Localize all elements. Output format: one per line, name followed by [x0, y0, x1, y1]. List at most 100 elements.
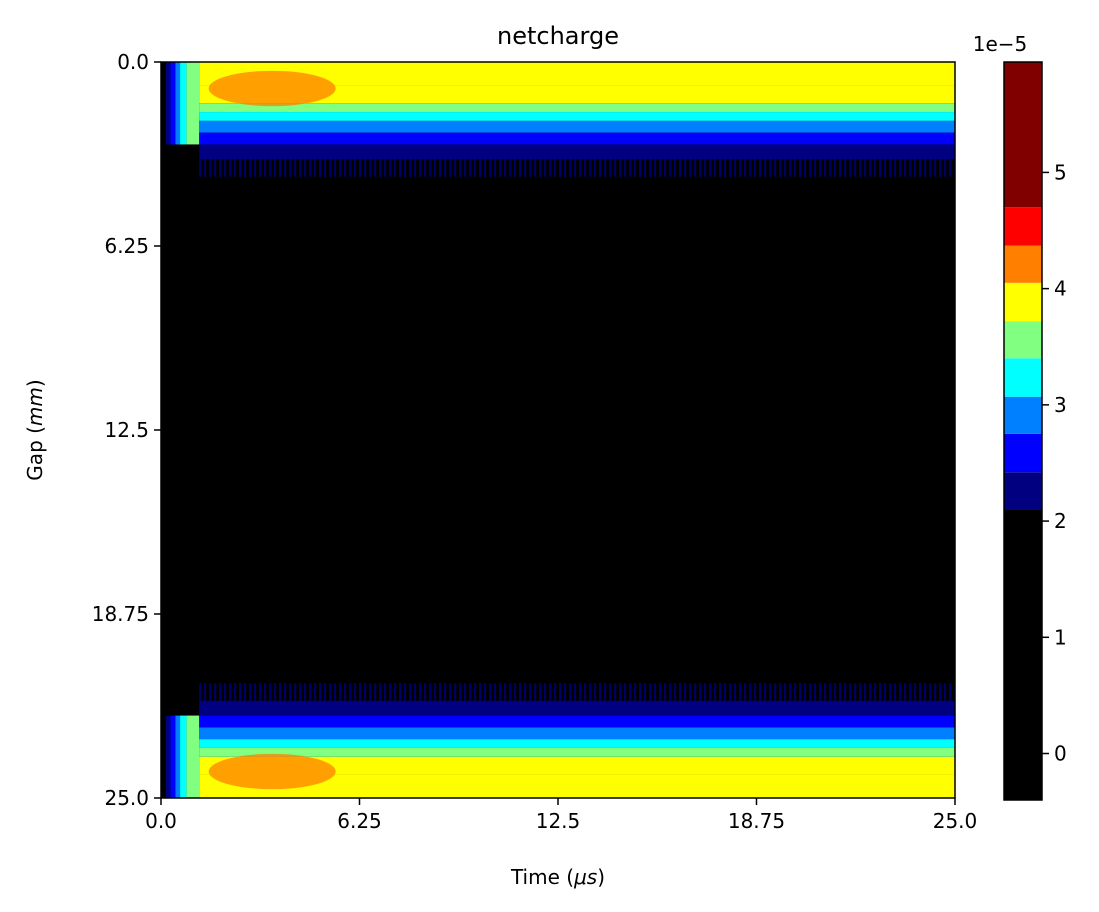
fringe-stripe-bottom [374, 683, 377, 701]
fringe-stripe-top [339, 159, 342, 177]
fringe-stripe-top [864, 159, 867, 177]
fringe-stripe-top [219, 159, 222, 177]
y-axis-label: Gap (mm) [23, 379, 47, 480]
fringe-stripe-bottom [849, 683, 852, 701]
fringe-stripe-top [564, 159, 567, 177]
colorbar-band-0 [1004, 509, 1042, 800]
fringe-stripe-top [599, 159, 602, 177]
fringe-stripe-top [324, 159, 327, 177]
fringe-stripe-top [399, 159, 402, 177]
fringe-stripe-bottom [564, 683, 567, 701]
fringe-stripe-top [529, 159, 532, 177]
wall-layer-bottom-2 [199, 747, 955, 757]
fringe-stripe-top [699, 159, 702, 177]
wall-layer-bottom-0 [199, 774, 955, 798]
fringe-stripe-bottom [749, 683, 752, 701]
fringe-stripe-bottom [544, 683, 547, 701]
colorbar-ticks: 0 1 2 3 4 5 [1042, 160, 1067, 766]
fringe-stripe-bottom [429, 683, 432, 701]
fringe-stripe-bottom [674, 683, 677, 701]
fringe-stripe-bottom [909, 683, 912, 701]
fringe-stripe-top [514, 159, 517, 177]
fringe-stripe-bottom [924, 683, 927, 701]
y-axis-ticks: 0.0 6.25 12.5 18.75 25.0 [92, 50, 161, 810]
fringe-stripe-bottom [434, 683, 437, 701]
fringe-stripe-bottom [339, 683, 342, 701]
fringe-stripe-bottom [634, 683, 637, 701]
colorbar-tick-label: 5 [1054, 160, 1067, 184]
wall-layer-top-0 [199, 62, 955, 86]
wall-layer-bottom-5 [199, 715, 955, 728]
ramp-band-top-0 [165, 62, 171, 145]
fringe-stripe-bottom [424, 683, 427, 701]
x-tick-label: 0.0 [145, 809, 177, 833]
fringe-stripe-top [804, 159, 807, 177]
fringe-stripe-bottom [744, 683, 747, 701]
fringe-stripe-top [474, 159, 477, 177]
fringe-stripe-bottom [614, 683, 617, 701]
fringe-stripe-top [894, 159, 897, 177]
fringe-stripe-bottom [359, 683, 362, 701]
fringe-stripe-top [384, 159, 387, 177]
colorbar-band-8 [1004, 207, 1042, 246]
fringe-stripe-bottom [694, 683, 697, 701]
fringe-stripe-top [854, 159, 857, 177]
fringe-stripe-top [629, 159, 632, 177]
fringe-stripe-top [934, 159, 937, 177]
fringe-stripe-top [799, 159, 802, 177]
fringe-stripe-bottom [874, 683, 877, 701]
fringe-stripe-bottom [314, 683, 317, 701]
fringe-stripe-top [694, 159, 697, 177]
fringe-stripe-top [594, 159, 597, 177]
fringe-stripe-top [404, 159, 407, 177]
fringe-stripe-top [764, 159, 767, 177]
fringe-stripe-top [294, 159, 297, 177]
fringe-stripe-bottom [629, 683, 632, 701]
fringe-stripe-bottom [574, 683, 577, 701]
fringe-stripe-top [209, 159, 212, 177]
fringe-stripe-top [279, 159, 282, 177]
fringe-stripe-bottom [509, 683, 512, 701]
y-axis-label-prefix: Gap ( [23, 426, 47, 481]
fringe-stripe-top [484, 159, 487, 177]
fringe-stripe-top [654, 159, 657, 177]
fringe-stripe-top [639, 159, 642, 177]
fringe-stripe-top [389, 159, 392, 177]
fringe-stripe-bottom [394, 683, 397, 701]
colorbar-band-7 [1004, 245, 1042, 283]
ramp-band-bottom-1 [170, 715, 176, 798]
fringe-stripe-top [469, 159, 472, 177]
fringe-stripe-top [889, 159, 892, 177]
fringe-stripe-top [319, 159, 322, 177]
fringe-stripe-top [544, 159, 547, 177]
y-tick-label: 6.25 [104, 234, 149, 258]
fringe-stripe-top [749, 159, 752, 177]
fringe-stripe-bottom [919, 683, 922, 701]
fringe-stripe-bottom [214, 683, 217, 701]
fringe-stripe-top [554, 159, 557, 177]
fringe-stripe-bottom [764, 683, 767, 701]
fringe-stripe-top [679, 159, 682, 177]
ramp-band-bottom-4 [186, 715, 200, 798]
fringe-stripe-bottom [299, 683, 302, 701]
fringe-stripe-top [459, 159, 462, 177]
x-tick-label: 25.0 [933, 809, 978, 833]
y-tick-label: 12.5 [104, 418, 149, 442]
fringe-stripe-bottom [934, 683, 937, 701]
fringe-stripe-top [924, 159, 927, 177]
wall-layer-top-4 [199, 120, 955, 133]
fringe-stripe-bottom [739, 683, 742, 701]
fringe-stripe-bottom [209, 683, 212, 701]
fringe-stripe-bottom [384, 683, 387, 701]
fringe-stripe-bottom [709, 683, 712, 701]
fringe-stripe-top [329, 159, 332, 177]
colorbar-tick-label: 0 [1054, 742, 1067, 766]
fringe-stripe-top [289, 159, 292, 177]
fringe-stripe-bottom [554, 683, 557, 701]
colorbar-band-5 [1004, 321, 1042, 359]
fringe-stripe-bottom [399, 683, 402, 701]
fringe-stripe-bottom [644, 683, 647, 701]
fringe-stripe-bottom [834, 683, 837, 701]
fringe-stripe-bottom [439, 683, 442, 701]
